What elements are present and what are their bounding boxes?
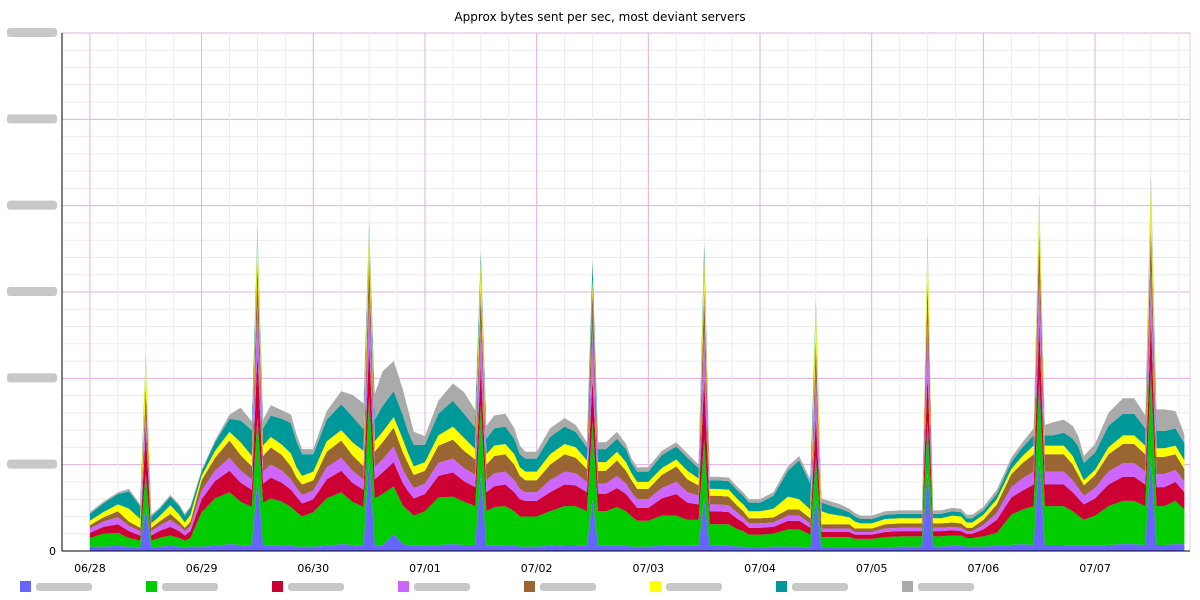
y-tick-label-redacted [7, 459, 57, 469]
legend-swatch [776, 581, 787, 592]
y-tick-label-redacted [7, 373, 57, 383]
x-tick-label: 07/03 [632, 562, 664, 575]
x-tick-label: 07/05 [856, 562, 888, 575]
y-tick-label-redacted [7, 200, 57, 210]
x-tick-label: 07/02 [521, 562, 553, 575]
y-tick-label-redacted [7, 28, 57, 37]
chart-title: Approx bytes sent per sec, most deviant … [454, 10, 745, 24]
legend-swatch [524, 581, 535, 592]
series-area-7 [89, 179, 1185, 524]
y-tick-label-redacted [7, 287, 57, 296]
x-tick-label: 06/29 [186, 562, 218, 575]
y-tick-label-redacted [7, 114, 57, 124]
legend-label-redacted [414, 583, 470, 591]
series-areas [89, 175, 1185, 551]
legend-label-redacted [36, 583, 92, 591]
legend-label-redacted [918, 583, 974, 591]
legend-swatch [650, 581, 661, 592]
x-tick-label: 07/07 [1079, 562, 1111, 575]
legend-label-redacted [162, 583, 218, 591]
legend-label-redacted [540, 583, 596, 591]
series-area-2 [89, 369, 1185, 548]
legend-swatch [20, 581, 31, 592]
axes: 06/28 06/29 06/30 07/01 07/02 07/03 07/04 07/05… [7, 28, 1190, 575]
x-tick-label: 07/04 [744, 562, 776, 575]
legend-label-redacted [792, 583, 848, 591]
legend-swatch [902, 581, 913, 592]
legend-label-redacted [288, 583, 344, 591]
legend-swatch [146, 581, 157, 592]
x-tick-label: 06/28 [74, 562, 106, 575]
x-tick-label: 07/01 [409, 562, 441, 575]
legend-swatch [272, 581, 283, 592]
legend-label-redacted [666, 583, 722, 591]
legend [20, 581, 974, 592]
x-tick-label: 07/06 [968, 562, 1000, 575]
y-tick-label: 0 [49, 545, 56, 558]
x-tick-label: 06/30 [297, 562, 329, 575]
legend-swatch [398, 581, 409, 592]
